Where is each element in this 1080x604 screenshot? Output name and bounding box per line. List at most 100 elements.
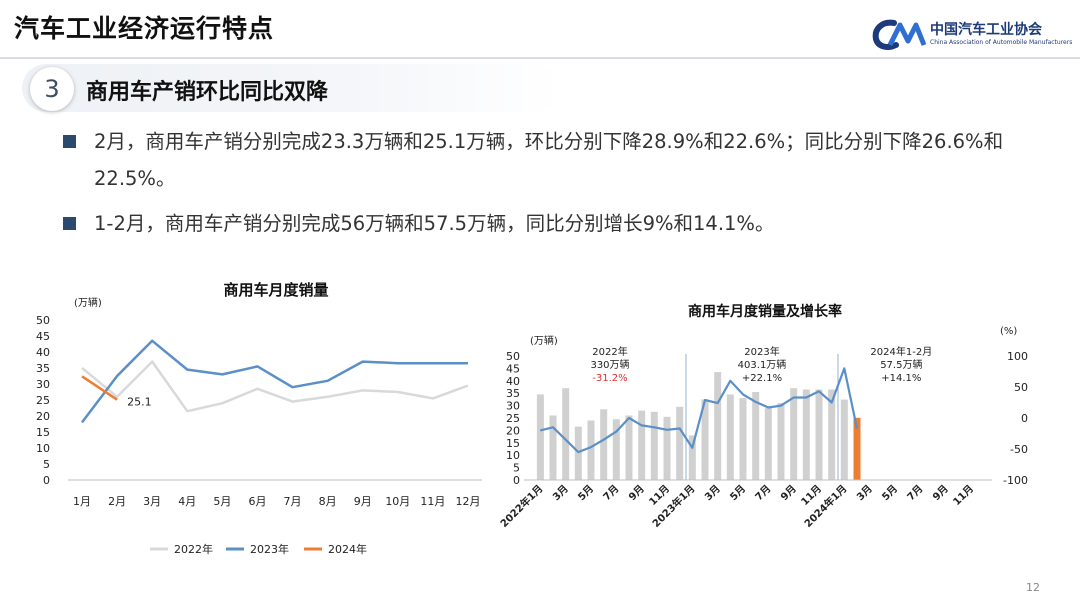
y-tick-label-left: 20	[506, 424, 520, 437]
bar	[726, 394, 734, 480]
monthly-sales-line-chart: 商用车月度销量 (万辆) 0 5 10 15 20 25 30 35 40 45 50 1月 2月 3月…	[36, 281, 482, 556]
y-tick-label-left: 15	[506, 437, 520, 450]
bar	[828, 389, 836, 480]
y-tick-label: 30	[36, 378, 50, 391]
page-number: 12	[1026, 581, 1040, 594]
bar	[790, 388, 798, 480]
annotation-year: 2022年	[592, 345, 627, 358]
series-line-2024年	[81, 375, 118, 401]
bar	[574, 426, 582, 480]
header-divider	[0, 57, 1080, 59]
y-tick-label: 0	[43, 474, 50, 487]
bar	[587, 420, 595, 480]
y-tick-label-left: 30	[506, 400, 520, 413]
legend-label: 2022年	[174, 542, 213, 556]
y-tick-label-left: 5	[513, 462, 520, 475]
bar	[701, 399, 709, 480]
bar	[549, 415, 557, 480]
bar	[676, 406, 684, 480]
bullet-square-icon	[63, 217, 76, 230]
bar	[752, 392, 760, 480]
annotation-change: +14.1%	[881, 373, 921, 384]
x-tick-label: 3月	[702, 483, 722, 503]
series-line-2022年	[81, 360, 469, 413]
logo-text-en: China Association of Automobile Manufact…	[930, 39, 1073, 46]
x-tick-label: 8月	[319, 495, 337, 508]
bar	[714, 372, 722, 480]
data-label: 25.1	[127, 396, 152, 409]
growth-rate-line	[540, 367, 859, 454]
x-tick-label: 3月	[143, 495, 161, 508]
x-tick-label: 9月	[778, 483, 798, 503]
bar	[777, 403, 785, 480]
bullet-square-icon	[63, 135, 76, 148]
bar	[612, 419, 620, 480]
x-tick-label: 10月	[385, 495, 410, 508]
y-tick-label-left: 0	[513, 474, 520, 487]
bullet-item: 2月，商用车产销分别完成23.3万辆和25.1万辆，环比分别下降28.9%和22…	[63, 123, 1046, 197]
bar	[625, 415, 633, 480]
caam-logo: 中国汽车工业协会 China Association of Automobile…	[872, 17, 1072, 57]
x-tick-label: 5月	[213, 495, 231, 508]
annotation-change: +22.1%	[742, 373, 782, 384]
series-line-2023年	[81, 339, 468, 424]
annotation-year: 2023年	[744, 345, 779, 358]
bullet-text: 1-2月，商用车产销分别完成56万辆和57.5万辆，同比分别增长9%和14.1%…	[94, 212, 775, 235]
bar	[536, 394, 544, 480]
x-tick-label: 3月	[550, 483, 570, 503]
bar	[853, 417, 861, 480]
x-tick-label: 9月	[930, 483, 950, 503]
legend-label: 2024年	[328, 542, 367, 556]
x-tick-label: 2月	[108, 495, 126, 508]
x-tick-label: 5月	[728, 483, 748, 503]
chart-title: 商用车月度销量及增长率	[688, 303, 842, 320]
section-title: 商用车产销环比同比双降	[86, 80, 329, 105]
x-tick-label: 11月	[420, 495, 445, 508]
bar	[650, 411, 658, 480]
y-tick-label: 40	[36, 346, 50, 359]
y-tick-label: 35	[36, 362, 50, 375]
annotation-year: 2024年1-2月	[870, 345, 932, 358]
section-banner	[22, 64, 562, 112]
x-tick-label: 9月	[626, 483, 646, 503]
bar	[600, 409, 608, 480]
y-tick-label-right: -100	[1003, 474, 1028, 487]
x-tick-label: 5月	[576, 483, 596, 503]
y-tick-label-left: 35	[506, 387, 520, 400]
bar	[739, 398, 747, 480]
bullet-text: 2月，商用车产销分别完成23.3万辆和25.1万辆，环比分别下降28.9%和22…	[94, 130, 1004, 190]
y-tick-label: 45	[36, 330, 50, 343]
caam-logo-icon	[872, 19, 927, 50]
y-axis-unit: (万辆)	[74, 296, 102, 309]
x-tick-label: 5月	[880, 483, 900, 503]
x-tick-label: 4月	[178, 495, 196, 508]
y-tick-label-right: 50	[1014, 381, 1028, 394]
annotation-change: -31.2%	[592, 373, 627, 384]
legend-label: 2023年	[250, 542, 289, 556]
y-tick-label-left: 40	[506, 375, 520, 388]
bullet-item: 1-2月，商用车产销分别完成56万辆和57.5万辆，同比分别增长9%和14.1%…	[63, 205, 1046, 242]
section-number: 3	[30, 67, 74, 111]
chart-title: 商用车月度销量	[223, 281, 328, 299]
x-tick-label: 7月	[601, 483, 621, 503]
x-tick-label: 7月	[284, 495, 302, 508]
bar	[663, 416, 671, 480]
y-tick-label-left: 25	[506, 412, 520, 425]
y-axis-unit-left: (万辆)	[530, 334, 558, 347]
bar	[764, 408, 772, 480]
y-axis-unit-right: (%)	[1000, 326, 1017, 337]
x-tick-label: 12月	[456, 495, 481, 508]
page-title: 汽车工业经济运行特点	[14, 14, 275, 43]
y-tick-label: 5	[43, 458, 50, 471]
y-tick-label-left: 45	[506, 362, 520, 375]
monthly-sales-growth-chart: 商用车月度销量及增长率 (万辆) (%) 0510152025303540455…	[500, 303, 1028, 530]
y-tick-label-left: 50	[506, 350, 520, 363]
y-tick-label-right: -50	[1010, 443, 1028, 456]
annotation-total: 403.1万辆	[738, 358, 787, 371]
x-tick-label: 1月	[73, 495, 91, 508]
bar	[840, 399, 848, 480]
bar	[815, 389, 823, 480]
bar	[688, 435, 696, 480]
x-tick-label: 7月	[905, 483, 925, 503]
bar	[802, 389, 810, 480]
